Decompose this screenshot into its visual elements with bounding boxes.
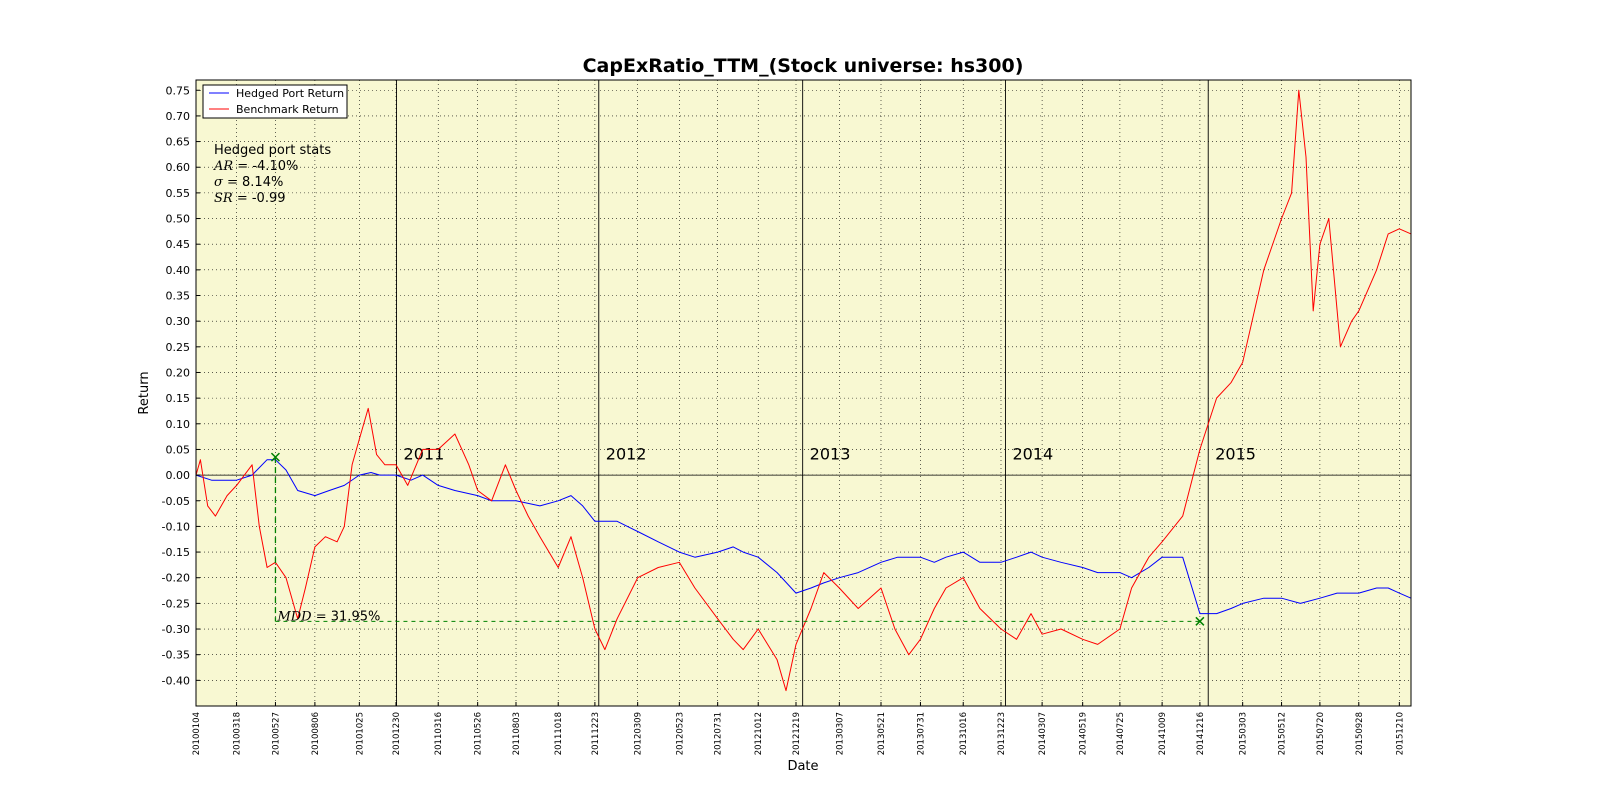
plot-frame <box>195 79 1412 707</box>
x-tick-label: 20101025 <box>355 712 365 755</box>
max-drawdown-annotation: MDD = 31.95% <box>270 452 1205 626</box>
x-tick-label: 20140725 <box>1116 712 1126 755</box>
x-tick-label: 20121219 <box>792 712 802 755</box>
x-tick-label: 20100527 <box>271 712 281 755</box>
x-tick-label: 20131016 <box>959 712 969 755</box>
x-tick-label: 20100318 <box>233 712 243 755</box>
y-tick-label: 0.75 <box>166 84 191 97</box>
benchmark-return-line <box>195 89 1412 692</box>
stats-box: Hedged port stats AR = -4.10% σ = 8.14% … <box>213 143 331 206</box>
x-tick-label: 20111223 <box>591 712 601 755</box>
x-marker-stroke <box>270 452 280 462</box>
y-tick-label: 0.30 <box>166 315 191 328</box>
x-tick-label: 20141009 <box>1158 712 1168 755</box>
x-tick-label: 20150720 <box>1316 712 1326 755</box>
y-axis-label: Return <box>137 371 152 414</box>
y-tick-label: 0.40 <box>166 264 191 277</box>
x-tick-label: 20120731 <box>714 712 724 755</box>
y-tick-label: -0.30 <box>162 623 190 636</box>
stats-title: Hedged port stats <box>214 143 331 158</box>
year-label: 2014 <box>1012 445 1053 464</box>
x-tick-label: 20130731 <box>916 712 926 755</box>
mdd-label: MDD = 31.95% <box>276 609 380 624</box>
stats-sr: SR = -0.99 <box>214 191 286 206</box>
stats-sigma: σ = 8.14% <box>214 175 283 190</box>
y-tick-label: 0.45 <box>166 238 191 251</box>
x-tick-label: 20110526 <box>474 712 484 755</box>
y-tick-label: 0.55 <box>166 187 191 200</box>
x-tick-label: 20131223 <box>997 712 1007 755</box>
legend-box <box>202 84 348 119</box>
y-tick-label: 0.65 <box>166 136 191 149</box>
stats-ar: AR = -4.10% <box>213 159 298 174</box>
year-label: 2011 <box>404 445 445 464</box>
x-tick-label: 20101230 <box>392 712 402 755</box>
y-tick-label: 0.25 <box>166 341 191 354</box>
y-tick-label: 0.15 <box>166 392 191 405</box>
x-tick-label: 20110803 <box>512 712 522 755</box>
year-label: 2013 <box>810 445 851 464</box>
legend: Hedged Port Return Benchmark Return <box>202 84 348 119</box>
mdd-trough-marker <box>1195 616 1205 626</box>
x-tick-label: 20140519 <box>1079 712 1089 755</box>
y-tick-label: 0.50 <box>166 213 191 226</box>
y-tick-label: 0.10 <box>166 418 191 431</box>
x-tick-label: 20120523 <box>675 712 685 755</box>
y-tick-label: 0.00 <box>166 469 191 482</box>
x-tick-label: 20150512 <box>1278 712 1288 755</box>
x-axis-ticks: 20100104 20100318 20100527 20100806 20101025… <box>192 702 1405 755</box>
x-tick-label: 20111018 <box>554 712 564 755</box>
x-marker-stroke <box>1195 616 1205 626</box>
x-tick-label: 20100806 <box>311 712 321 755</box>
x-tick-label: 20121012 <box>754 712 764 755</box>
x-tick-label: 20140307 <box>1038 712 1048 755</box>
x-tick-label: 20120309 <box>634 712 644 755</box>
year-label: 2012 <box>606 445 647 464</box>
y-tick-label: 0.35 <box>166 290 191 303</box>
legend-label-benchmark: Benchmark Return <box>236 103 339 116</box>
chart-title: CapExRatio_TTM_(Stock universe: hs300) <box>583 55 1024 77</box>
y-tick-label: 0.70 <box>166 110 191 123</box>
y-axis-ticks: 0.75 0.70 0.65 0.60 0.55 0.50 0.45 0.40 0.35 0.30… <box>162 84 200 687</box>
x-tick-label: 20150928 <box>1355 712 1365 755</box>
series-lines <box>195 89 1412 692</box>
x-axis-label: Date <box>787 759 818 774</box>
x-tick-label: 20141216 <box>1196 712 1206 755</box>
x-tick-label: 20100104 <box>192 712 202 755</box>
y-tick-label: -0.10 <box>162 520 190 533</box>
y-tick-label: -0.25 <box>162 597 190 610</box>
x-tick-label: 20130307 <box>835 712 845 755</box>
legend-label-hedged: Hedged Port Return <box>236 87 344 100</box>
hedged-port-return-line <box>195 459 1412 615</box>
x-tick-label: 20151210 <box>1395 712 1405 755</box>
x-tick-label: 20110316 <box>434 712 444 755</box>
year-label: 2015 <box>1215 445 1256 464</box>
y-tick-label: 0.20 <box>166 366 191 379</box>
x-tick-label: 20150303 <box>1239 712 1249 755</box>
y-tick-label: -0.05 <box>162 495 190 508</box>
y-tick-label: 0.60 <box>166 161 191 174</box>
mdd-peak-marker <box>270 452 280 462</box>
y-tick-label: 0.05 <box>166 443 191 456</box>
y-tick-label: -0.35 <box>162 649 190 662</box>
y-tick-label: -0.20 <box>162 572 190 585</box>
x-tick-label: 20130521 <box>877 712 887 755</box>
y-tick-label: -0.40 <box>162 674 190 687</box>
y-tick-label: -0.15 <box>162 546 190 559</box>
